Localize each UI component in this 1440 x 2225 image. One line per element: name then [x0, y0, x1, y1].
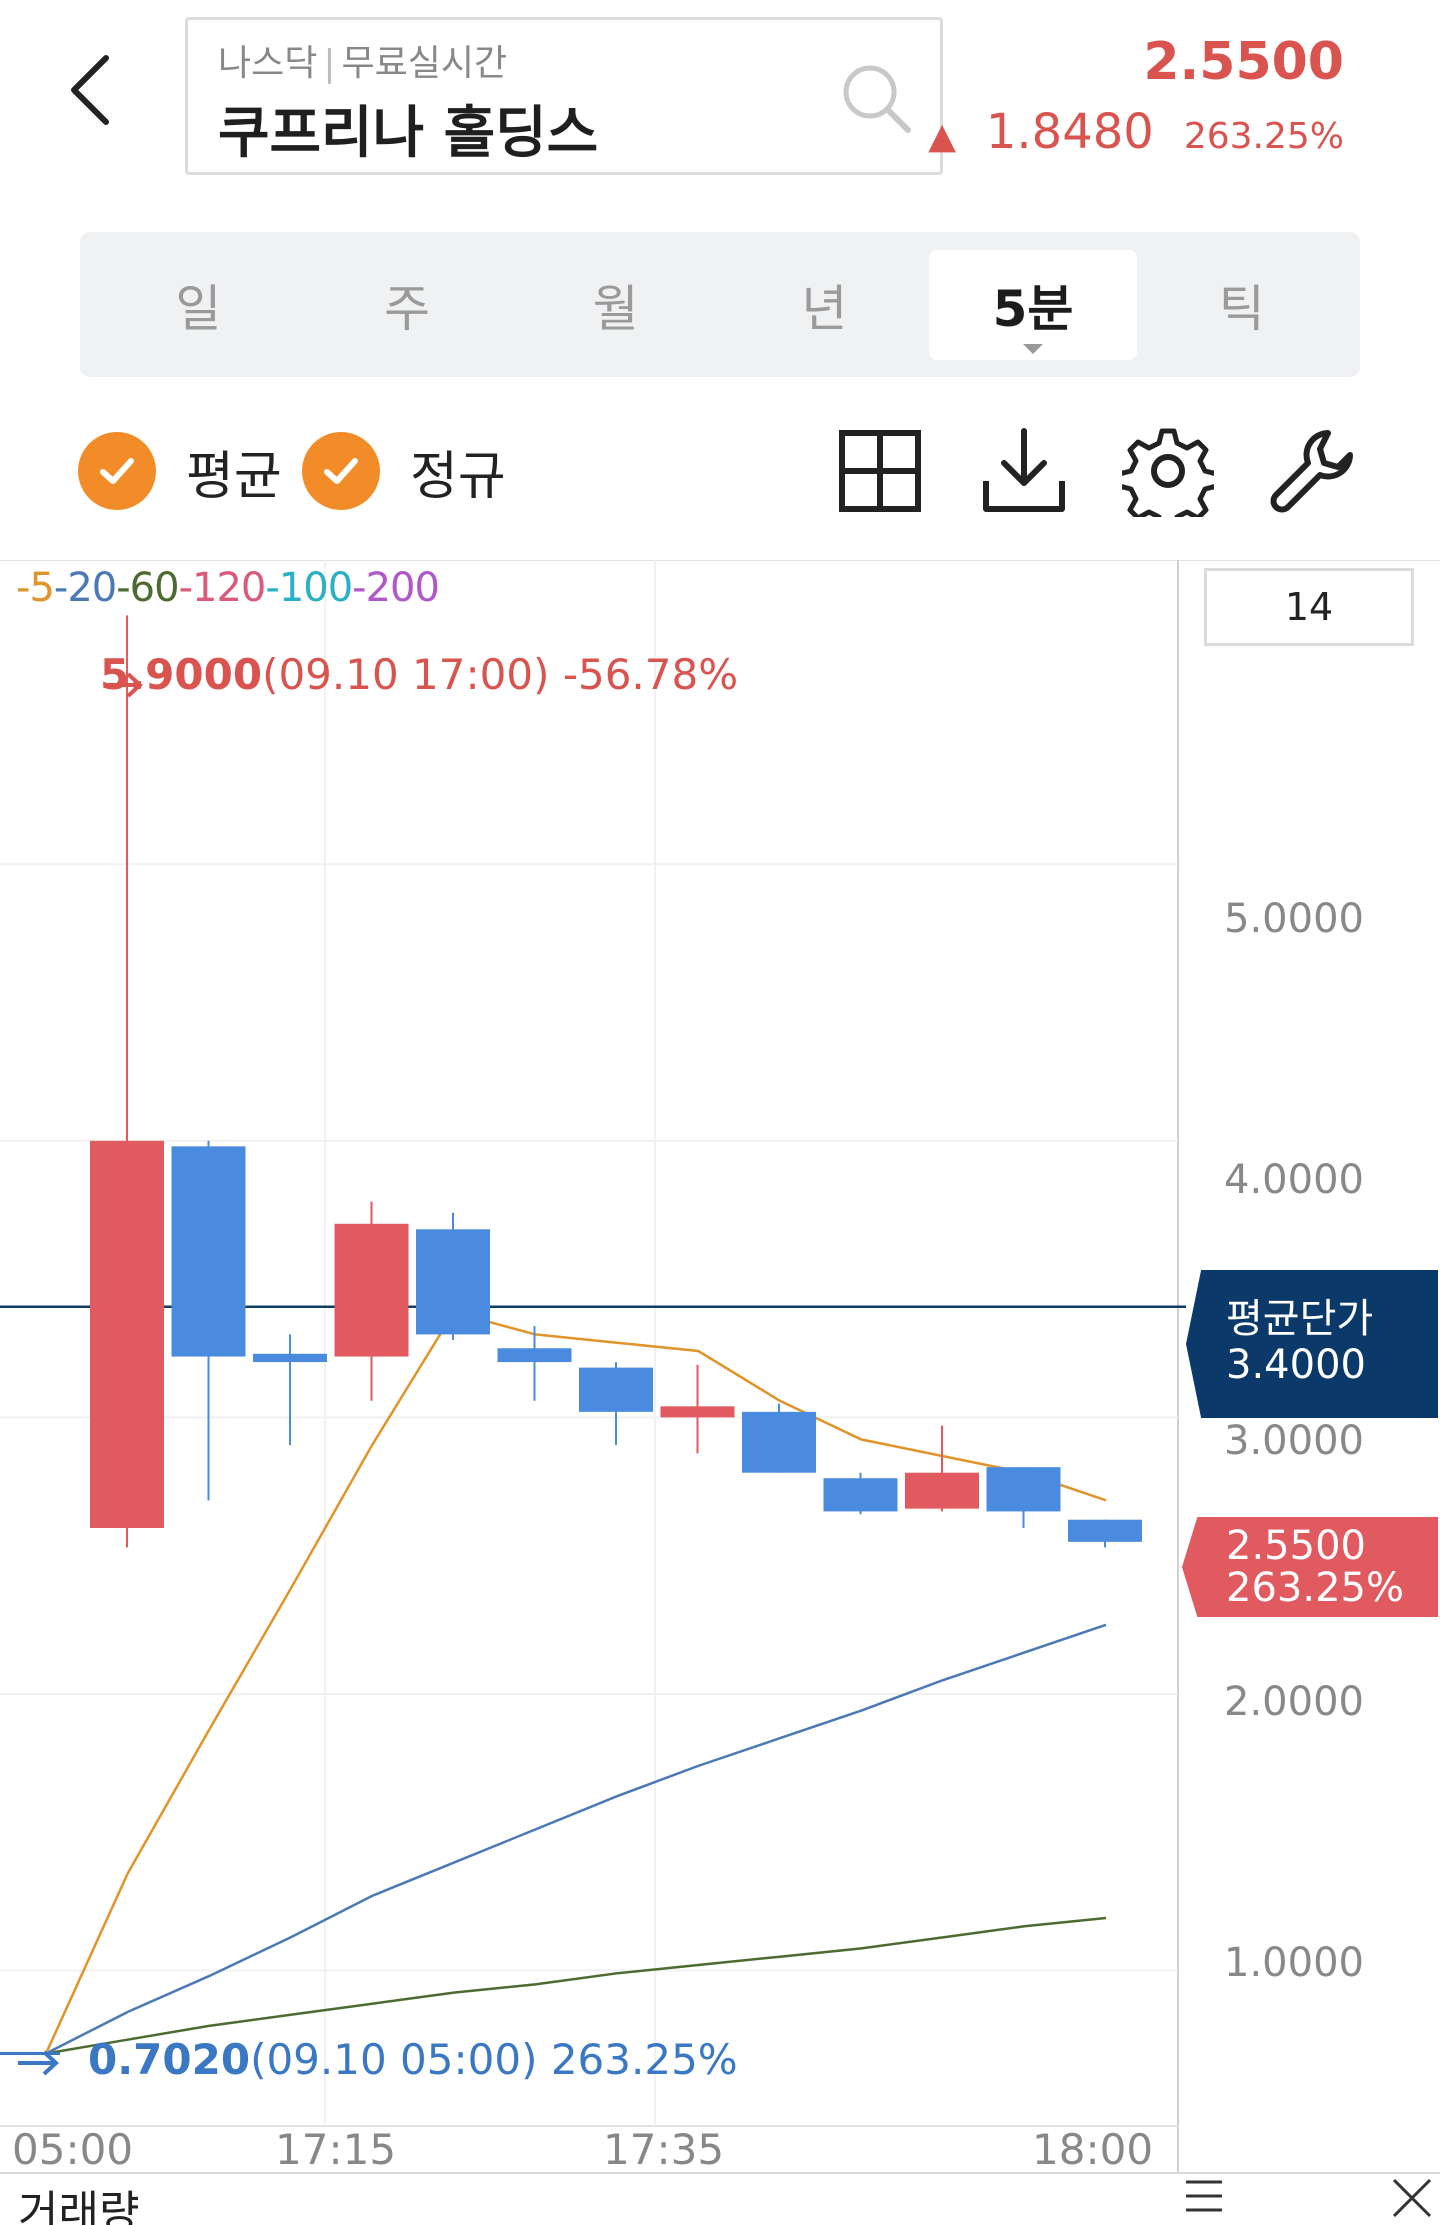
- tab-month[interactable]: 월: [511, 250, 720, 360]
- volume-panel-header: 거래량: [0, 2172, 1440, 2225]
- high-price-detail: (09.10 17:00) -56.78%: [262, 650, 739, 699]
- stock-search-box[interactable]: 나스닥 | 무료실시간 쿠프리나 홀딩스: [185, 17, 943, 175]
- y-tick-label: 2.0000: [1224, 1679, 1364, 1725]
- average-price-badge: 평균단가 3.4000: [1186, 1270, 1438, 1418]
- ma-legend-60: -60: [116, 565, 179, 611]
- candle-body: [334, 1223, 409, 1357]
- candle-body: [986, 1467, 1061, 1512]
- current-price: 2.5500: [1143, 32, 1344, 92]
- candle-body: [660, 1406, 735, 1418]
- wrench-icon[interactable]: [1266, 425, 1358, 517]
- ma60-line: [45, 1916, 1107, 2055]
- period-tabs: 일 주 월 년 5분 틱: [80, 232, 1360, 377]
- tab-label: 년: [801, 279, 848, 338]
- back-button[interactable]: [60, 50, 150, 150]
- candle-body: [905, 1472, 979, 1509]
- tab-tick[interactable]: 틱: [1137, 250, 1346, 360]
- market-info: 나스닥 | 무료실시간: [218, 43, 508, 84]
- candlestick-chart[interactable]: [0, 560, 1440, 2225]
- current-price-badge: 2.5500 263.25%: [1182, 1517, 1438, 1617]
- ma-legend-100: -100: [265, 565, 353, 611]
- arrow-right-icon: [18, 2050, 59, 2075]
- realtime-label: 무료실시간: [341, 43, 508, 84]
- current-price-badge-pct: 263.25%: [1226, 1565, 1404, 1611]
- low-price-detail: (09.10 05:00) 263.25%: [250, 2035, 738, 2084]
- y-tick-label: 4.0000: [1224, 1157, 1364, 1203]
- volume-label: 거래량: [18, 2187, 140, 2225]
- tab-label: 월: [592, 279, 639, 338]
- regular-toggle[interactable]: 정규: [302, 432, 506, 510]
- candle-body: [1068, 1519, 1142, 1542]
- ma20-line: [45, 1623, 1107, 2055]
- candle-body: [90, 1140, 164, 1529]
- low-price-label: 0.7020(09.10 05:00) 263.25%: [16, 2035, 738, 2084]
- check-icon: [78, 432, 156, 510]
- search-icon[interactable]: [838, 60, 916, 138]
- candle-body: [171, 1146, 246, 1357]
- tab-week[interactable]: 주: [303, 250, 512, 360]
- menu-icon[interactable]: [1182, 2176, 1226, 2216]
- y-tick-label: 5.0000: [1224, 896, 1364, 942]
- chevron-left-icon: [71, 55, 109, 125]
- low-price-value: 0.7020: [88, 2035, 251, 2084]
- high-price-value: 5.9000: [100, 650, 263, 699]
- current-price-badge-value: 2.5500: [1226, 1523, 1366, 1569]
- x-tick-label: 05:00: [12, 2125, 134, 2174]
- x-tick-label: 18:00: [1032, 2125, 1154, 2174]
- tab-day[interactable]: 일: [94, 250, 303, 360]
- candle-body: [416, 1229, 490, 1335]
- price-change: ▲ 1.8480 263.25%: [928, 104, 1344, 160]
- gear-icon[interactable]: [1122, 425, 1214, 517]
- up-arrow-icon: ▲: [928, 116, 956, 157]
- stock-name: 쿠프리나 홀딩스: [218, 101, 599, 166]
- change-amount: 1.8480: [985, 104, 1154, 160]
- tab-label: 일: [175, 279, 222, 338]
- ma5-line: [44, 1310, 1107, 2055]
- change-percent: 263.25%: [1183, 116, 1344, 157]
- chart-canvas: [0, 560, 1440, 2172]
- high-price-label: 5.9000(09.10 17:00) -56.78%: [100, 650, 738, 699]
- average-toggle[interactable]: 평균: [78, 432, 282, 510]
- candle-body: [742, 1411, 816, 1473]
- tab-year[interactable]: 년: [720, 250, 929, 360]
- y-tick-label: 1.0000: [1224, 1940, 1364, 1986]
- grid-icon[interactable]: [834, 425, 926, 517]
- average-price-label: 평균단가: [1226, 1296, 1374, 1342]
- candle-body: [497, 1348, 572, 1363]
- close-icon[interactable]: [1390, 2176, 1434, 2220]
- ma-legend-20: -20: [53, 565, 117, 611]
- y-tick-label: 3.0000: [1224, 1418, 1364, 1464]
- download-icon[interactable]: [978, 425, 1070, 517]
- x-tick-label: 17:15: [275, 2125, 397, 2174]
- x-tick-label: 17:35: [603, 2125, 725, 2174]
- candle-body: [253, 1353, 327, 1363]
- ma-legend: -5-20-60-120-100-200: [16, 565, 440, 611]
- candle-body: [823, 1478, 898, 1512]
- exchange-label: 나스닥: [218, 43, 318, 84]
- caret-down-icon: [1023, 343, 1044, 354]
- ma-legend-200: -200: [352, 565, 440, 611]
- check-icon: [302, 432, 380, 510]
- tab-label: 틱: [1218, 279, 1265, 338]
- candle-count-input[interactable]: 14: [1204, 568, 1414, 646]
- ma-legend-120: -120: [178, 565, 267, 611]
- tab-label: 5분: [992, 279, 1074, 338]
- average-price-value: 3.4000: [1226, 1342, 1366, 1388]
- tab-label: 주: [384, 279, 430, 338]
- average-label: 평균: [186, 446, 282, 507]
- high-arrow-icon: [126, 672, 143, 698]
- tab-5min[interactable]: 5분: [928, 249, 1138, 360]
- ma-legend-5: -5: [16, 565, 55, 611]
- candle-body: [579, 1367, 653, 1412]
- regular-label: 정규: [410, 446, 506, 507]
